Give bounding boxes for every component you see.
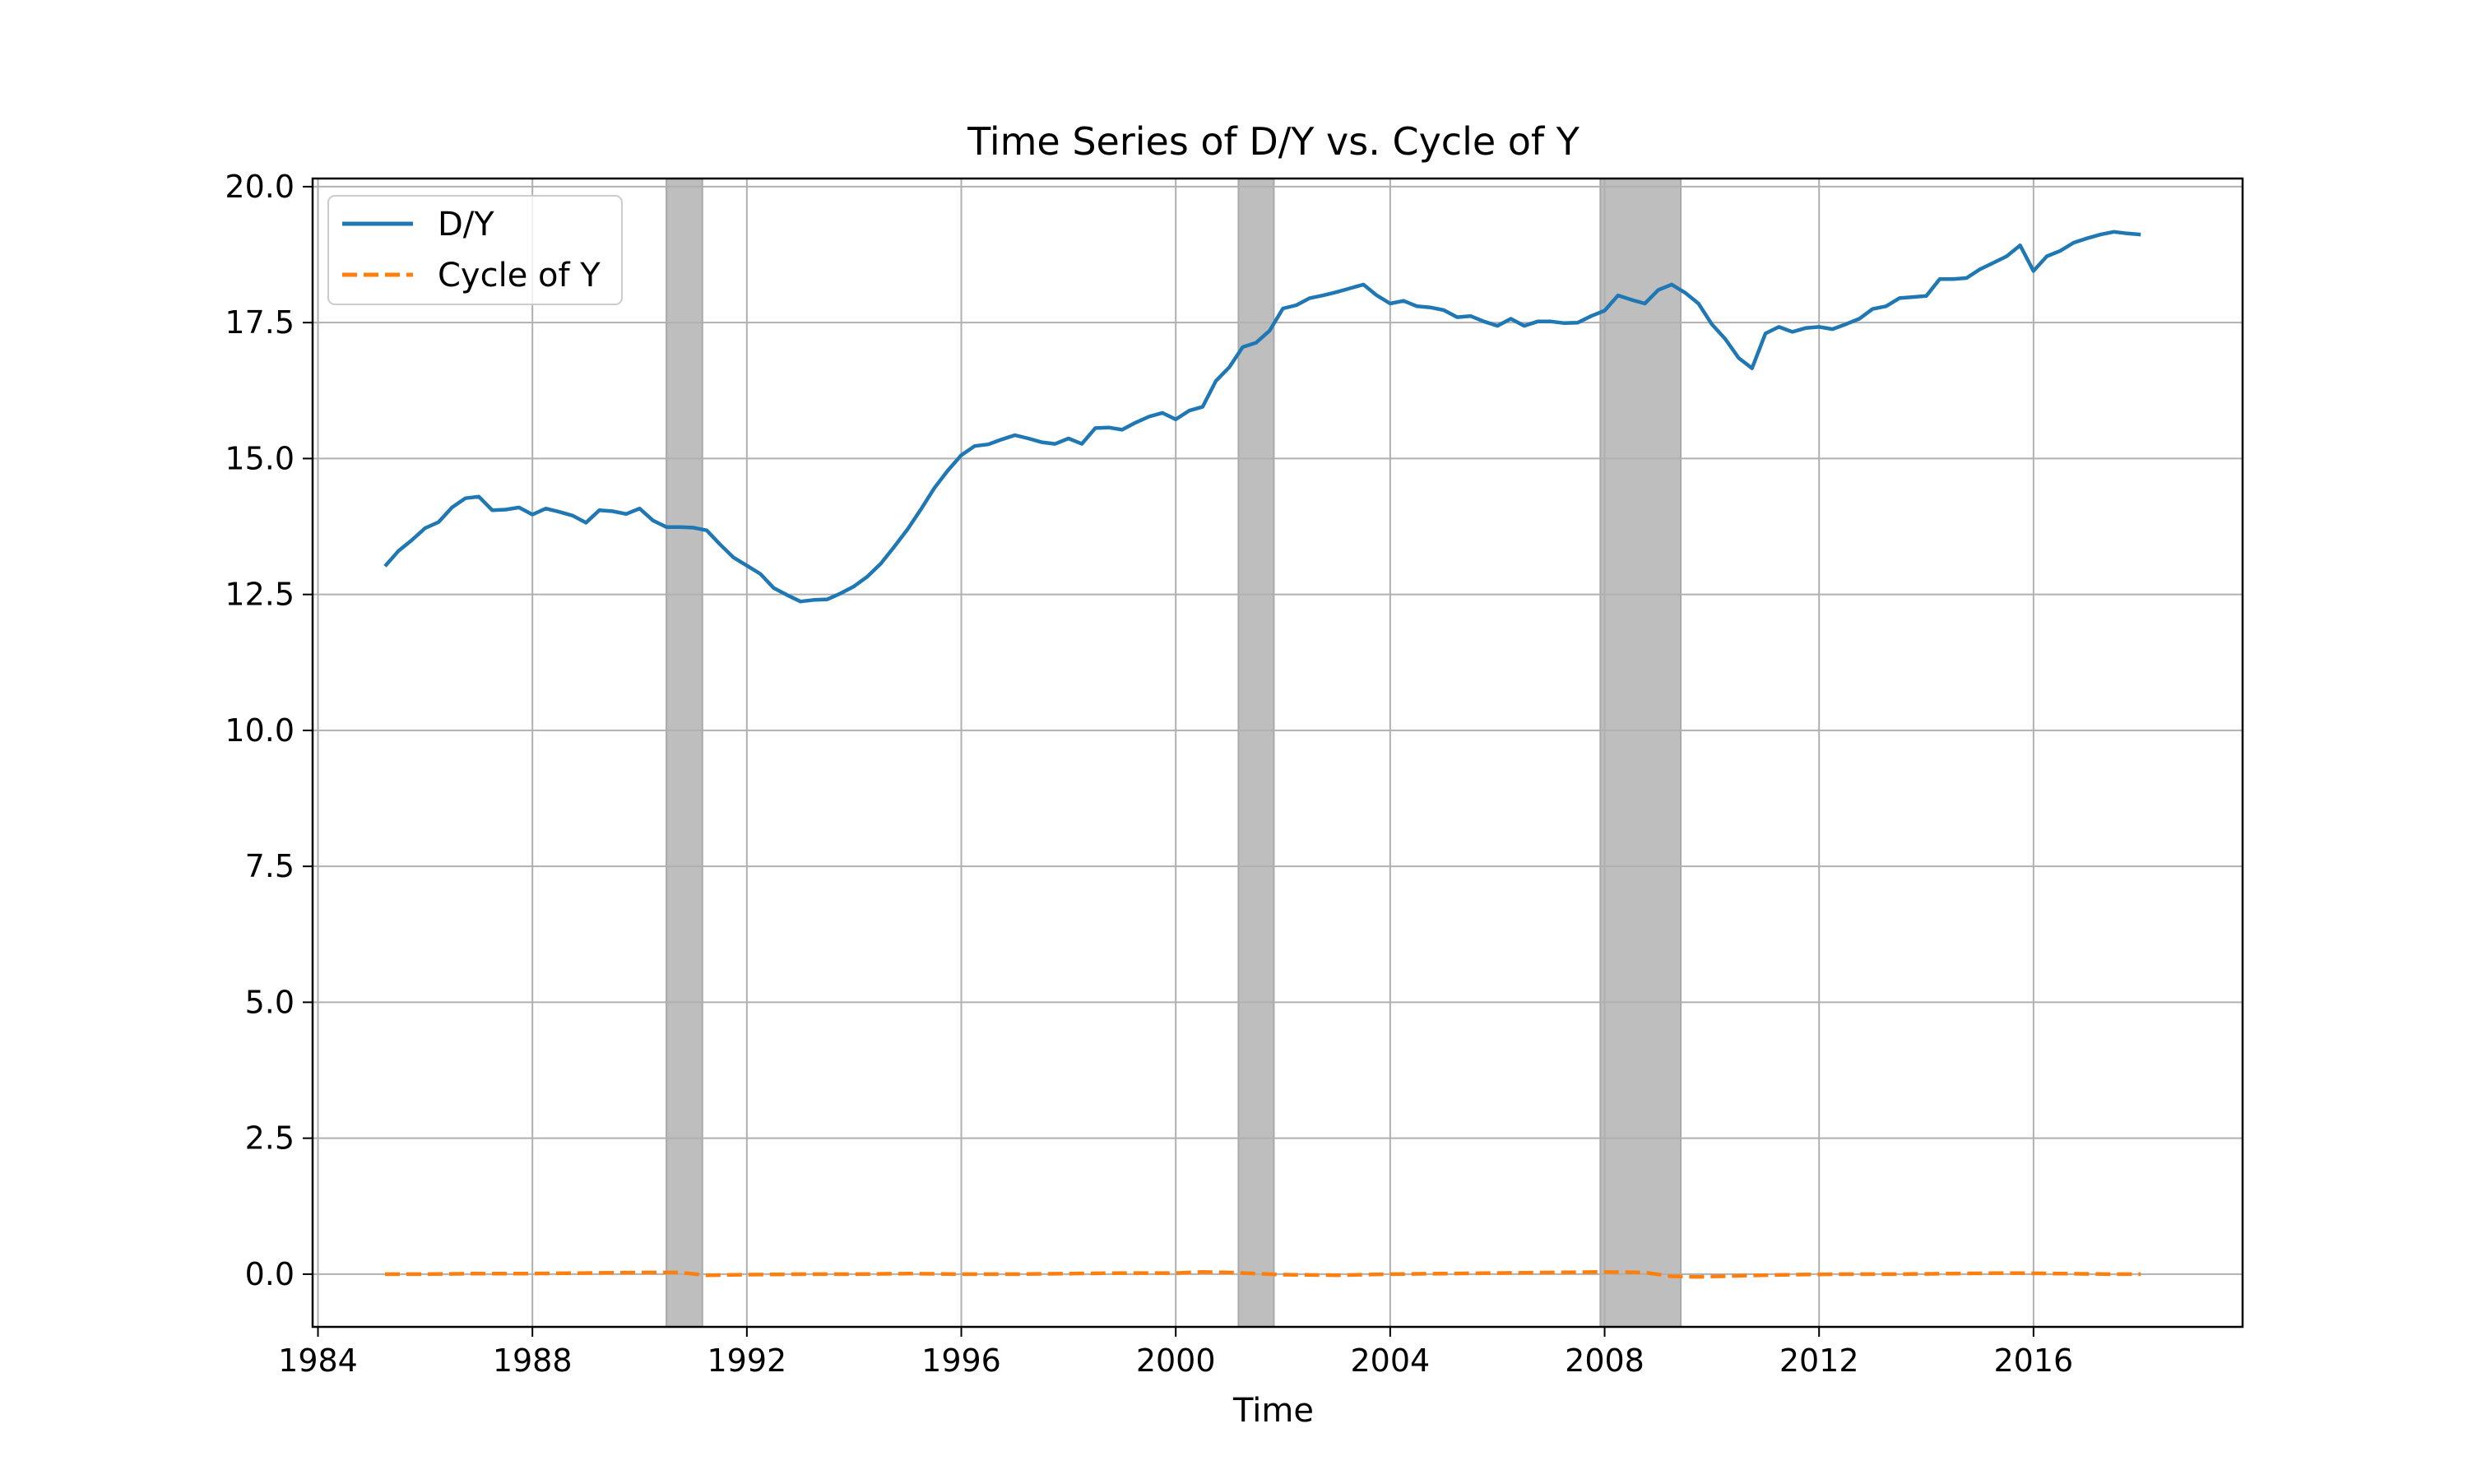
y-tick-label-15.0: 15.0 bbox=[225, 440, 295, 476]
x-tick-label-2008: 2008 bbox=[1565, 1343, 1645, 1379]
x-tick-label-2016: 2016 bbox=[1993, 1343, 2073, 1379]
legend: D/Y Cycle of Y bbox=[327, 195, 623, 305]
legend-label-cycle-of-y: Cycle of Y bbox=[438, 257, 601, 294]
axes-frame bbox=[311, 177, 2244, 1329]
recession-band-2 bbox=[1237, 178, 1275, 1328]
x-tick-label-2012: 2012 bbox=[1779, 1343, 1859, 1379]
y-tick-label-12.5: 12.5 bbox=[225, 577, 295, 613]
recession-band-1 bbox=[666, 178, 703, 1328]
x-tick-label-1992: 1992 bbox=[707, 1343, 786, 1379]
x-tick-label-2000: 2000 bbox=[1136, 1343, 1216, 1379]
chart-title: Time Series of D/Y vs. Cycle of Y bbox=[967, 119, 1580, 164]
y-tick-label-7.5: 7.5 bbox=[245, 848, 295, 884]
recession-band-3 bbox=[1599, 178, 1682, 1328]
x-tick-label-1988: 1988 bbox=[493, 1343, 573, 1379]
y-tick-label-17.5: 17.5 bbox=[225, 304, 295, 341]
y-tick-label-2.5: 2.5 bbox=[245, 1120, 295, 1157]
x-axis-label: Time bbox=[1232, 1392, 1314, 1430]
plot-area: 1984 1988 1992 1996 2000 2004 2008 2012 2016 0.0 2… bbox=[225, 169, 2244, 1379]
y-tick-label-10.0: 10.0 bbox=[225, 712, 295, 749]
x-tick-label-1996: 1996 bbox=[921, 1343, 1001, 1379]
y-tick-label-5.0: 5.0 bbox=[245, 984, 295, 1020]
x-tick-label-2004: 2004 bbox=[1350, 1343, 1430, 1379]
y-tick-label-0.0: 0.0 bbox=[245, 1256, 295, 1292]
series-line-cycle-of-y bbox=[385, 1269, 2141, 1279]
y-tick-label-20.0: 20.0 bbox=[225, 169, 295, 205]
x-tick-label-1984: 1984 bbox=[278, 1343, 358, 1379]
series-line-dy bbox=[383, 230, 2141, 604]
legend-label-dy: D/Y bbox=[438, 206, 494, 243]
